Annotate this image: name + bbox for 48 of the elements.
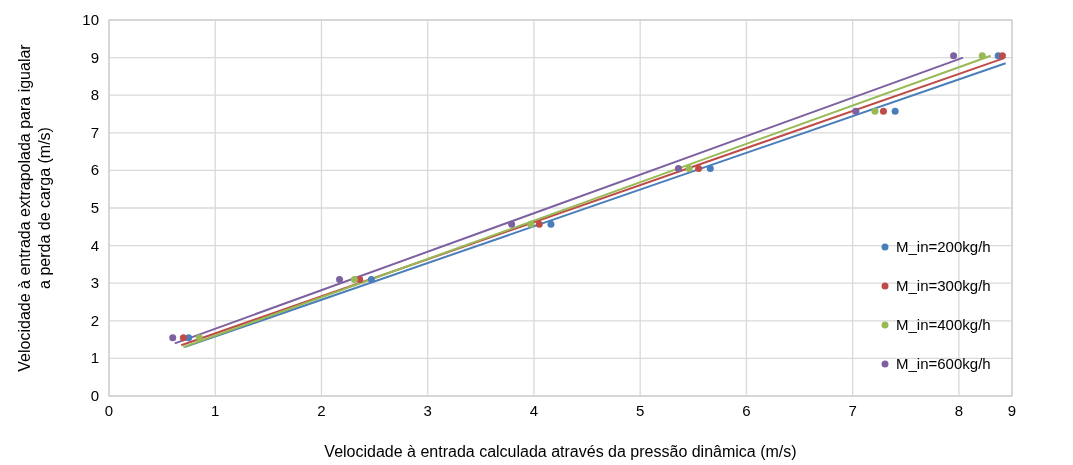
point <box>695 165 703 173</box>
point <box>891 107 899 115</box>
legend-label: M_in=300kg/h <box>896 277 991 294</box>
x-tick-label: 1 <box>211 402 220 419</box>
point <box>998 52 1006 60</box>
point <box>336 275 344 283</box>
y-tick-label: 1 <box>90 349 99 367</box>
x-tick-label: 0 <box>104 402 114 419</box>
y-tick-label: 9 <box>90 48 99 66</box>
point <box>179 334 187 342</box>
point <box>871 107 879 115</box>
point <box>195 334 203 342</box>
point <box>367 275 375 283</box>
point <box>527 220 535 228</box>
y-tick-label: 0 <box>90 387 99 404</box>
point <box>978 52 986 60</box>
legend-label: M_in=600kg/h <box>896 355 991 372</box>
x-tick-label: 4 <box>529 402 539 419</box>
point <box>685 165 693 173</box>
y-axis-title: Velocidade à entrada extrapolada para igualar a perda de carga (m/s) <box>16 43 53 372</box>
x-tick-label: 8 <box>954 402 964 419</box>
y-tick-label: 10 <box>82 11 99 28</box>
x-tick-label: 3 <box>423 402 432 419</box>
x-tick-label: 6 <box>742 402 751 419</box>
point <box>674 165 682 173</box>
y-tick-label: 6 <box>90 161 99 179</box>
x-tick-label: 9 <box>1007 402 1017 419</box>
x-tick-label: 5 <box>636 402 645 419</box>
x-axis-title: Velocidade à entrada calculada através da pressão dinâmica (m/s) <box>324 443 797 460</box>
y-tick-label: 3 <box>90 274 99 292</box>
point <box>547 220 555 228</box>
point <box>879 107 887 115</box>
x-tick-label: 2 <box>317 402 326 419</box>
y-tick-label: 2 <box>90 311 99 329</box>
point <box>350 275 358 283</box>
point <box>535 220 543 228</box>
point <box>852 107 860 115</box>
y-tick-label: 4 <box>90 236 99 254</box>
point <box>169 334 177 342</box>
point <box>508 220 516 228</box>
y-tick-label: 5 <box>90 199 99 216</box>
x-tick-label: 7 <box>848 402 857 419</box>
point <box>706 165 714 173</box>
legend-label: M_in=200kg/h <box>896 238 991 255</box>
point <box>950 52 958 60</box>
y-tick-label: 7 <box>90 123 99 141</box>
legend-label: M_in=400kg/h <box>896 316 991 333</box>
y-tick-label: 8 <box>90 86 99 104</box>
